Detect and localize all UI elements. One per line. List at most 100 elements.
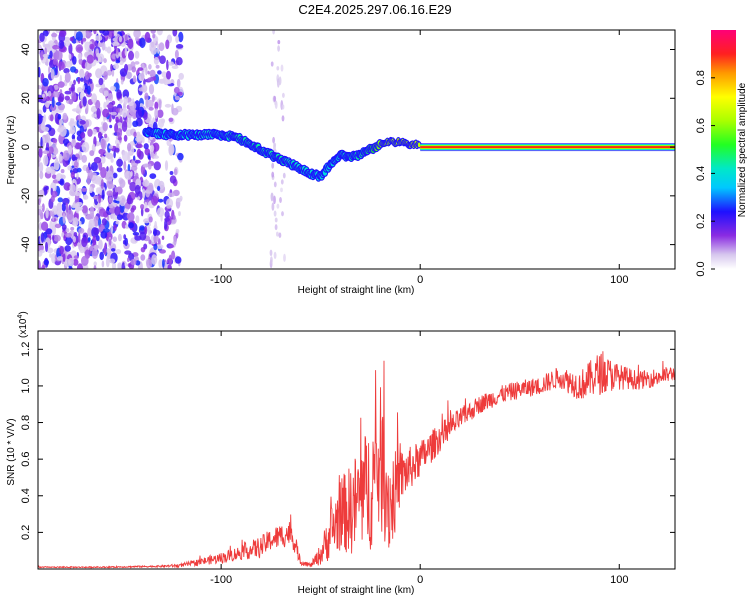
noise-blob [135, 109, 143, 120]
noise-blob [144, 148, 151, 156]
noise-blob [95, 35, 103, 42]
noise-blob [115, 59, 120, 64]
noise-blob [113, 224, 117, 232]
noise-blob [112, 41, 120, 46]
noise-blob [114, 147, 120, 153]
noise-blob [178, 72, 184, 80]
noise-blob [65, 236, 73, 246]
spectrogram-noise [38, 30, 286, 269]
noise-blob [108, 238, 112, 246]
noise-blob [109, 31, 112, 39]
noise-blob [166, 70, 171, 80]
noise-blob [149, 173, 157, 180]
colorbar-tick-label: 0.6 [695, 118, 707, 133]
noise-blob [111, 69, 115, 77]
noise-blob [153, 161, 161, 171]
noise-blob [175, 57, 183, 66]
noise-blob [62, 112, 68, 120]
noise-blob [270, 61, 274, 67]
noise-blob [143, 243, 148, 250]
noise-blob [273, 210, 277, 217]
noise-blob [41, 221, 49, 231]
noise-blob [175, 229, 180, 234]
noise-blob [156, 244, 164, 250]
noise-blob [86, 85, 91, 95]
colorbar-tick-label: 0.8 [695, 70, 707, 85]
noise-blob [38, 61, 41, 66]
noise-blob [112, 236, 118, 242]
noise-blob [270, 256, 273, 264]
snr-ytick-label: 1.0 [20, 378, 32, 393]
noise-blob [75, 206, 83, 211]
noise-blob [102, 122, 108, 132]
noise-blob [45, 147, 50, 152]
noise-blob [135, 192, 139, 198]
noise-blob [172, 30, 178, 37]
noise-blob [157, 30, 163, 36]
noise-blob [117, 263, 122, 269]
spectrogram-panel: -100 0 100 40 20 0 -20 -40 Height of straight l… [6, 29, 676, 296]
noise-blob [52, 44, 60, 50]
noise-blob [173, 235, 177, 246]
snr-xtick-label: 100 [610, 574, 628, 586]
noise-blob [152, 33, 156, 39]
noise-blob [153, 155, 159, 159]
noise-blob [137, 67, 144, 71]
noise-blob [58, 40, 65, 49]
noise-blob [155, 64, 160, 69]
noise-blob [53, 84, 59, 90]
noise-blob [158, 42, 165, 52]
noise-blob [69, 184, 76, 192]
noise-blob [73, 255, 79, 259]
noise-blob [159, 249, 166, 254]
spectrogram-xlabel: Height of straight line (km) [298, 285, 415, 296]
noise-blob [150, 41, 155, 48]
noise-blob [69, 36, 74, 42]
noise-blob [114, 186, 119, 193]
snr-scale-note: (x104) [17, 311, 29, 338]
noise-blob [158, 118, 165, 128]
noise-blob [149, 69, 156, 78]
noise-blob [123, 160, 127, 171]
snr-ytick-label: 0.8 [20, 415, 32, 430]
noise-blob [100, 139, 107, 150]
noise-blob [64, 72, 71, 83]
noise-blob [111, 261, 117, 269]
noise-blob [154, 101, 159, 110]
noise-blob [38, 113, 43, 125]
noise-blob [282, 92, 285, 98]
noise-blob [56, 256, 64, 261]
noise-blob [111, 248, 116, 252]
noise-blob [280, 179, 284, 185]
noise-blob [74, 142, 82, 150]
noise-blob [75, 44, 84, 53]
noise-blob [68, 53, 72, 60]
noise-blob [53, 91, 61, 98]
noise-blob [158, 78, 165, 84]
noise-blob [273, 195, 276, 205]
noise-blob [159, 55, 166, 64]
snr-xlabel: Height of straight line (km) [298, 585, 415, 596]
noise-blob [65, 202, 69, 214]
noise-blob [158, 198, 164, 203]
noise-blob [62, 197, 70, 205]
noise-blob [75, 201, 83, 207]
noise-blob [89, 43, 95, 50]
noise-blob [51, 252, 56, 264]
noise-blob [110, 63, 113, 72]
noise-blob [62, 138, 70, 146]
noise-blob [171, 65, 179, 69]
noise-blob [45, 185, 49, 191]
noise-blob [70, 125, 76, 135]
noise-blob [175, 44, 184, 49]
noise-blob [129, 181, 137, 192]
noise-blob [58, 118, 64, 125]
noise-blob [117, 233, 122, 242]
noise-blob [270, 192, 274, 199]
noise-blob [70, 66, 77, 73]
noise-blob [77, 263, 83, 269]
noise-blob [172, 215, 176, 220]
noise-blob [150, 30, 156, 34]
noise-blob [276, 203, 280, 209]
colorbar-tick-label: 0.0 [695, 261, 707, 276]
